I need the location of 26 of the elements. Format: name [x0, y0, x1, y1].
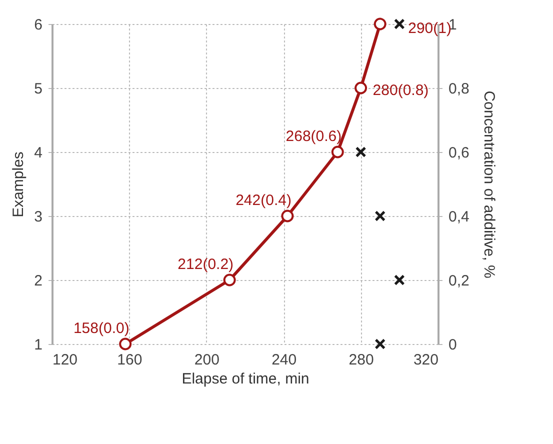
annotation: 212(0.2) [178, 256, 234, 273]
y-tick-label: 4 [34, 144, 42, 162]
x-tick-label: 240 [272, 352, 297, 368]
y2-tick-label: 0,4 [448, 208, 470, 226]
annotation: 158(0.0) [73, 320, 130, 337]
y2-axis-title: Concentration of additive, % [480, 90, 498, 278]
annotation: 268(0.6) [286, 128, 342, 145]
y-tick-label: 2 [34, 272, 42, 290]
x-tick-label: 200 [194, 352, 220, 368]
y-axis-title: Examples [10, 152, 28, 218]
y2-tick-label: 0,8 [448, 80, 470, 98]
y2-tick-label: 0,2 [448, 272, 470, 290]
x-axis-title: Elapse of time, min [182, 370, 310, 388]
y2-tick-label: 0,6 [448, 144, 470, 162]
y-tick-label: 3 [34, 208, 42, 226]
x-tick-label: 120 [52, 352, 78, 368]
y-tick-label: 1 [34, 336, 42, 354]
y2-tick-label: 0 [448, 336, 457, 354]
x-tick-label: 280 [348, 352, 374, 368]
annotation: 242(0.4) [236, 192, 292, 209]
y-tick-label: 6 [34, 16, 42, 34]
x-tick-label: 160 [117, 352, 142, 368]
y-tick-label: 5 [34, 80, 42, 98]
annotation: 280(0.8) [372, 82, 429, 99]
x-tick-label: 320 [413, 352, 438, 368]
annotation: 290(1) [408, 20, 452, 37]
